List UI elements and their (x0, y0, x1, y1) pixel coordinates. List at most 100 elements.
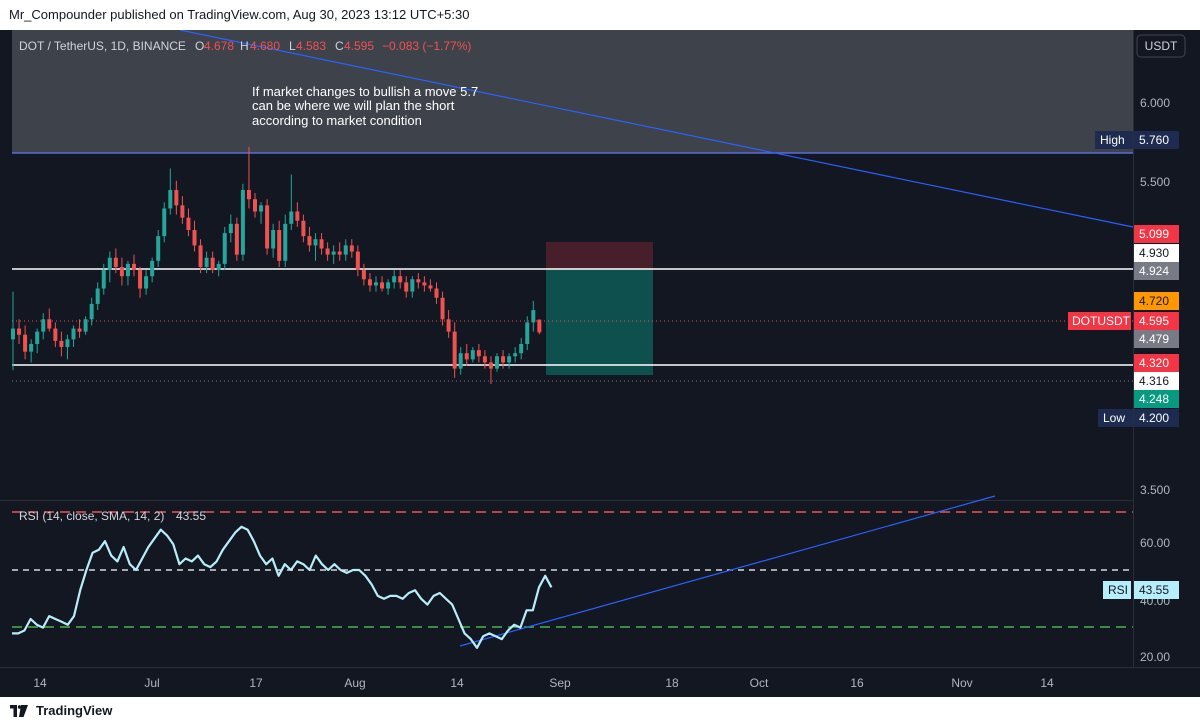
rsi-tick-20: 20.00 (1140, 650, 1170, 664)
candle-body (192, 230, 197, 246)
candle-body (380, 282, 385, 289)
price-labels: High 5.760 5.099 4.930 4.924 4.720 DOTUS… (1068, 131, 1179, 427)
candle-body (83, 319, 88, 332)
candle-body (398, 276, 403, 283)
time-tick-9: Nov (951, 676, 972, 690)
candle-body (452, 331, 457, 369)
candle-body (458, 353, 463, 369)
support-box (1134, 372, 1179, 390)
candle-body (501, 356, 506, 363)
candle-body (367, 279, 372, 286)
symbol-tag-box (1068, 312, 1131, 330)
time-tick-0: 14 (33, 676, 47, 690)
candle-body (240, 189, 245, 255)
open-label: O (195, 39, 204, 53)
candle-body (132, 263, 136, 271)
rsi-tag-value: 43.55 (1139, 583, 1169, 597)
high-tag: High (1100, 133, 1125, 147)
time-tick-1: Jul (144, 676, 159, 690)
candle-body (386, 282, 391, 289)
low-tag: Low (1103, 411, 1125, 425)
publish-line: Mr_Compounder published on TradingView.c… (9, 7, 470, 22)
rsi-legend-label: RSI (14, close, SMA, 14, 2) (19, 509, 164, 523)
rsi-legend-value: 43.55 (176, 509, 206, 523)
publish-bar: Mr_Compounder published on TradingView.c… (0, 0, 1200, 30)
candle-body (23, 334, 28, 352)
resistance-lower-box (1134, 262, 1179, 280)
annotation-line-3: according to market condition (252, 113, 422, 128)
brand-name: TradingView (36, 703, 113, 718)
target-top-value: 5.099 (1139, 227, 1169, 241)
short-stop-zone[interactable] (546, 242, 653, 269)
rsi-line (12, 525, 553, 649)
candle-body (59, 340, 64, 348)
candle-body (259, 205, 264, 212)
candle-body (107, 257, 112, 271)
currency-button[interactable] (1136, 34, 1186, 58)
currency-button-label: USDT (1145, 39, 1178, 53)
rsi-tag-label: RSI (1108, 583, 1128, 597)
time-tick-8: 16 (850, 676, 864, 690)
candle-body (410, 279, 415, 292)
candle-body (283, 223, 288, 261)
candle-body (265, 205, 270, 249)
rsi-trend-line[interactable] (459, 495, 996, 647)
time-tick-4: 14 (450, 676, 464, 690)
time-axis[interactable]: 14 Jul 17 Aug 14 Sep 18 Oct 16 Nov 14 (33, 676, 1054, 690)
high-value: 5.760 (1139, 133, 1169, 147)
time-tick-10: 14 (1040, 676, 1054, 690)
rsi-tag-value-box (1134, 581, 1179, 599)
candle-body (525, 322, 530, 344)
candle-body (204, 257, 209, 267)
candle-body (271, 230, 276, 249)
candle-body (95, 288, 100, 304)
candle-body (35, 331, 40, 344)
candle-body (531, 310, 536, 323)
candle-body (428, 285, 433, 289)
price-chart[interactable]: DOT / TetherUS, 1D, BINANCE O 4.678 H 4.… (0, 30, 1200, 697)
candle-body (319, 239, 324, 249)
candle-body (198, 245, 203, 267)
annotation-line-2: can be where we will plan the short (252, 98, 455, 113)
candle-body (65, 339, 70, 348)
pane-separator (0, 500, 1133, 501)
candle-body (446, 319, 451, 332)
candle-body (482, 356, 487, 363)
candle-body (53, 328, 58, 341)
candle-body (162, 208, 167, 237)
resistance-upper-value: 4.930 (1139, 246, 1169, 260)
low-value: 4.583 (296, 39, 326, 53)
resistance-upper-box (1134, 244, 1179, 262)
candle-body (289, 211, 294, 224)
high-tag-box (1095, 131, 1133, 149)
low-tag-box (1098, 409, 1133, 427)
annotation-text[interactable]: If market changes to bullish a move 5.7 … (252, 84, 478, 128)
candle-body (47, 319, 52, 329)
candle-body (374, 282, 378, 286)
descending-trend-line[interactable] (179, 30, 1134, 228)
candle-body (216, 263, 221, 271)
price-tick-3500: 3.500 (1140, 483, 1170, 497)
entry-value: 4.720 (1139, 294, 1169, 308)
last-price-box (1134, 312, 1179, 330)
target-low-box (1134, 390, 1179, 408)
candle-body (113, 257, 118, 267)
candle-body (434, 288, 439, 298)
resistance-zone[interactable] (12, 30, 1133, 153)
candle-body (519, 343, 524, 354)
short-target-zone[interactable] (546, 269, 653, 375)
candle-body (180, 205, 185, 218)
price-axis[interactable]: 6.000 5.500 3.500 (1140, 96, 1170, 497)
candle-body (337, 251, 342, 255)
rsi-tag-box (1103, 581, 1131, 599)
entry-box (1134, 292, 1179, 310)
candle-body (71, 328, 76, 340)
candle-body (41, 319, 46, 332)
close-value: 4.595 (344, 39, 374, 53)
candle-body (138, 270, 143, 289)
low-value-box (1134, 409, 1179, 427)
candle-body (101, 270, 106, 289)
mid-value: 4.479 (1139, 332, 1169, 346)
high-value-box (1134, 131, 1179, 149)
candle-body (29, 343, 34, 352)
